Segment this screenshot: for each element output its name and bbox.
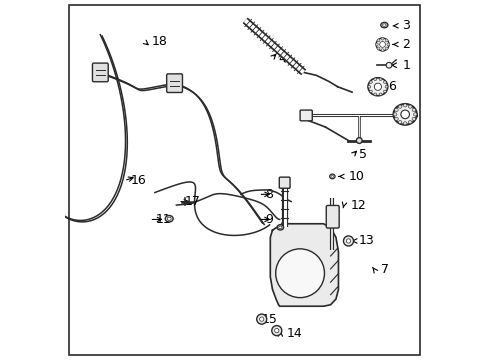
Ellipse shape	[403, 122, 406, 125]
Circle shape	[343, 236, 353, 246]
Ellipse shape	[403, 104, 406, 107]
Text: 6: 6	[387, 80, 395, 93]
Circle shape	[256, 314, 266, 324]
Circle shape	[385, 39, 387, 42]
Ellipse shape	[383, 90, 386, 93]
Circle shape	[376, 47, 379, 50]
Circle shape	[386, 62, 391, 68]
Circle shape	[386, 43, 389, 46]
Circle shape	[376, 39, 379, 42]
Ellipse shape	[367, 86, 370, 88]
Ellipse shape	[373, 78, 376, 81]
Circle shape	[275, 249, 324, 298]
FancyBboxPatch shape	[279, 177, 289, 188]
Text: 8: 8	[264, 188, 272, 201]
Ellipse shape	[394, 117, 397, 121]
Circle shape	[375, 38, 388, 51]
Text: 12: 12	[349, 199, 366, 212]
Ellipse shape	[383, 81, 386, 84]
Ellipse shape	[330, 175, 333, 177]
Text: 10: 10	[348, 170, 364, 183]
Text: 7: 7	[380, 263, 388, 276]
Circle shape	[380, 49, 383, 51]
Text: 4: 4	[278, 51, 286, 64]
Circle shape	[375, 43, 378, 46]
Text: 9: 9	[264, 213, 272, 226]
FancyBboxPatch shape	[325, 206, 339, 228]
FancyBboxPatch shape	[166, 74, 182, 93]
Ellipse shape	[412, 113, 416, 116]
Ellipse shape	[407, 121, 411, 124]
Circle shape	[385, 47, 387, 50]
Ellipse shape	[393, 104, 416, 125]
Text: 16: 16	[130, 174, 146, 187]
Ellipse shape	[329, 174, 334, 179]
Ellipse shape	[165, 216, 173, 222]
Text: 13: 13	[358, 234, 373, 247]
Circle shape	[380, 37, 383, 40]
Ellipse shape	[398, 121, 401, 124]
Ellipse shape	[378, 78, 381, 81]
Polygon shape	[270, 224, 338, 306]
Ellipse shape	[398, 105, 401, 108]
Circle shape	[271, 325, 281, 336]
Circle shape	[379, 41, 385, 47]
Circle shape	[274, 328, 278, 333]
Ellipse shape	[278, 226, 282, 229]
Circle shape	[356, 138, 362, 143]
Text: 17: 17	[184, 195, 200, 208]
Ellipse shape	[394, 108, 397, 112]
Text: 2: 2	[402, 38, 409, 51]
Ellipse shape	[380, 22, 387, 28]
Ellipse shape	[382, 24, 386, 26]
Circle shape	[259, 317, 264, 321]
FancyBboxPatch shape	[300, 110, 312, 121]
Text: 18: 18	[151, 35, 167, 49]
Ellipse shape	[384, 86, 387, 88]
Text: 5: 5	[359, 148, 366, 161]
Ellipse shape	[392, 113, 396, 116]
Ellipse shape	[411, 117, 415, 121]
Text: 14: 14	[286, 327, 302, 340]
Ellipse shape	[407, 105, 411, 108]
Circle shape	[346, 239, 350, 243]
Ellipse shape	[369, 81, 372, 84]
Text: 11: 11	[156, 213, 171, 226]
Text: 1: 1	[402, 59, 409, 72]
Circle shape	[373, 83, 381, 90]
Circle shape	[400, 110, 408, 119]
Text: 3: 3	[402, 19, 409, 32]
Ellipse shape	[277, 225, 283, 230]
Ellipse shape	[167, 217, 171, 220]
FancyBboxPatch shape	[92, 63, 108, 82]
Ellipse shape	[378, 93, 381, 95]
Text: 15: 15	[261, 313, 277, 327]
Ellipse shape	[369, 90, 372, 93]
Ellipse shape	[373, 93, 376, 95]
Ellipse shape	[411, 108, 415, 112]
Ellipse shape	[367, 78, 387, 96]
